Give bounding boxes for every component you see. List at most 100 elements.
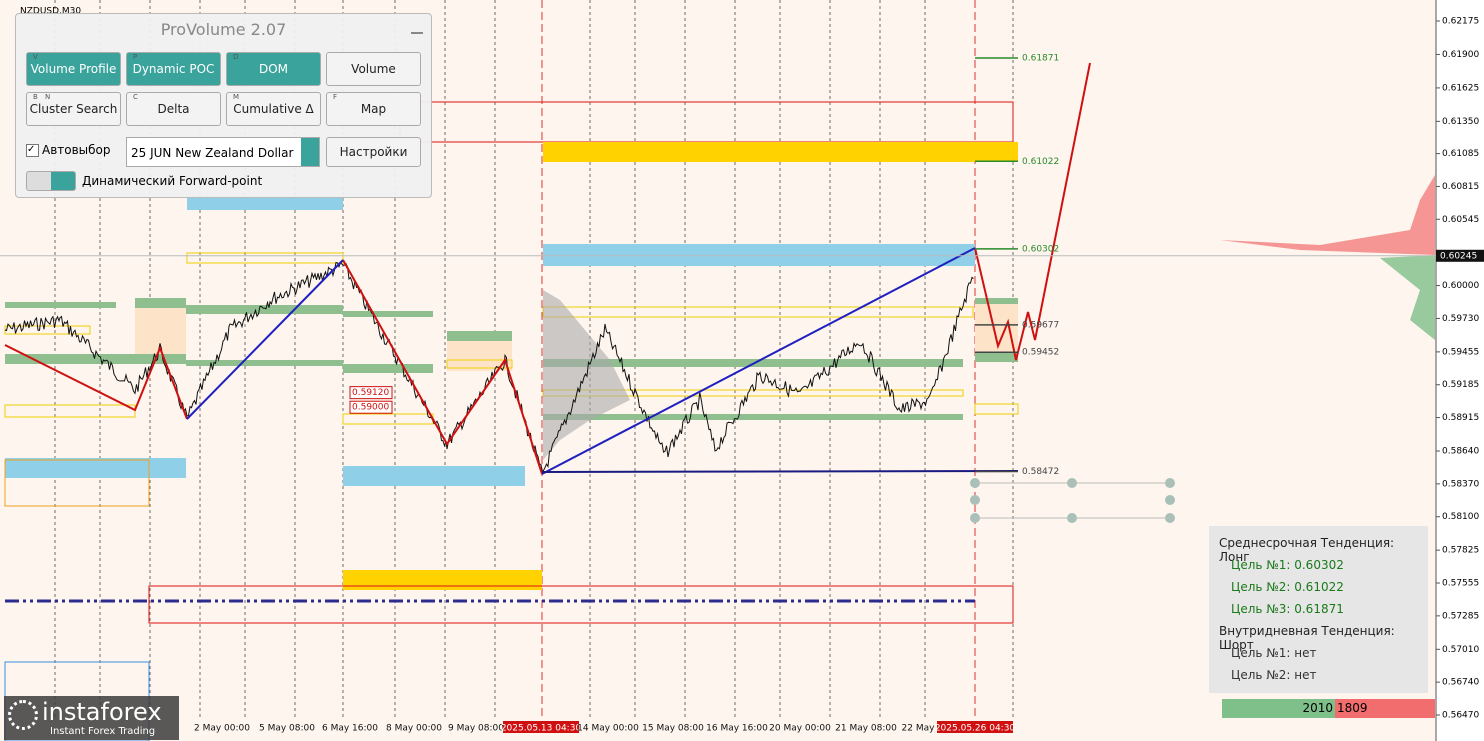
price-tick: 0.57825: [1442, 546, 1479, 556]
volume-level: [186, 305, 343, 314]
time-label: 20 May 00:00: [769, 724, 831, 734]
volume-level: [975, 298, 1018, 304]
target: Цель №1: 0.60302: [1231, 558, 1344, 572]
auto-check[interactable]: ✓: [26, 144, 39, 157]
zone: [543, 142, 1018, 162]
panel-button[interactable]: Delta C: [126, 92, 221, 126]
volume-level: [543, 414, 963, 420]
price-tick: 0.58640: [1442, 447, 1479, 457]
zigzag: [974, 62, 1091, 361]
node: [1165, 495, 1175, 505]
instrument: 25 JUN New Zealand Dollar: [131, 146, 294, 160]
volume-level: [447, 331, 512, 341]
time-label: 6 May 16:00: [322, 724, 378, 734]
panel-title: ProVolume 2.07: [160, 20, 287, 39]
price-tick: 0.57285: [1442, 611, 1479, 621]
time-label: 2 May 00:00: [194, 724, 250, 734]
target: Цель №2: 0.61022: [1231, 580, 1344, 594]
zone: [5, 458, 186, 478]
volume-level: [5, 302, 116, 308]
level-box: [186, 252, 344, 264]
level-label: 0.61871: [1022, 53, 1059, 63]
time-label: 2025.05.26 04:30: [935, 724, 1016, 734]
price-tick: 0.58915: [1442, 413, 1479, 423]
intraday-trend: Внутридневная Тенденция: Шорт: [1219, 624, 1395, 652]
target: Цель №1: нет: [1231, 646, 1317, 660]
level-box: [446, 359, 513, 369]
current-price-bg: [1436, 249, 1484, 262]
price-tick: 0.59185: [1442, 380, 1479, 390]
button-key: M: [233, 93, 240, 101]
button-key: P: [133, 53, 138, 61]
price-tick: 0.56470: [1442, 711, 1479, 721]
level-label: 0.59452: [1022, 348, 1059, 358]
button-key: C: [133, 93, 138, 101]
volume-level: [186, 360, 343, 366]
panel-button[interactable]: Volume: [326, 52, 421, 86]
button-label: Volume: [351, 62, 396, 76]
zone: [447, 341, 512, 371]
time-label: 22 May: [902, 724, 936, 734]
zigzag: [186, 259, 344, 420]
toggle[interactable]: [26, 171, 76, 191]
zone: [187, 196, 343, 210]
zone: [975, 304, 1018, 352]
button-label: Cluster Search: [29, 102, 118, 116]
volume-level: [343, 364, 433, 373]
level-label: 0.59677: [1022, 320, 1059, 330]
buy: 2010: [1302, 701, 1333, 715]
price-tick: 0.61085: [1442, 149, 1479, 159]
settings: Настройки: [339, 145, 408, 159]
volume-level: [5, 354, 186, 364]
sell-bar: 1809: [1335, 699, 1435, 718]
buy-bar: 2010: [1222, 699, 1335, 718]
button-label: Cumulative Δ: [233, 102, 314, 116]
button-key: B: [33, 93, 38, 101]
minimize[interactable]: [411, 22, 423, 34]
box-label-bg: [349, 386, 393, 400]
zigzag: [541, 247, 976, 475]
panel-button[interactable]: Volume Profile V: [26, 52, 121, 86]
volume-level: [975, 352, 1018, 362]
zone: [4, 459, 150, 507]
button-label: Volume Profile: [30, 62, 117, 76]
price-tick: 0.62175: [1442, 17, 1479, 27]
panel-button[interactable]: DOM D: [226, 52, 321, 86]
time-marker-bg: [503, 721, 579, 733]
panel-button[interactable]: Dynamic POC P: [126, 52, 221, 86]
level-label: 0.58472: [1022, 467, 1059, 477]
button-label: Map: [360, 102, 387, 116]
auto-select: Автовыбор: [42, 143, 111, 157]
volume-level: [343, 311, 433, 317]
button-key: V: [33, 53, 38, 61]
price-tick: 0.60000: [1442, 281, 1479, 291]
volume-profile-buy: [1380, 255, 1435, 340]
time-label: 15 May 08:00: [642, 724, 704, 734]
time-marker-bg: [937, 721, 1013, 733]
info-box: Среднесрочная Тенденция: Лонг Внутриднев…: [1209, 526, 1428, 693]
box-label: 0.59120: [352, 388, 389, 398]
zone: [148, 585, 1014, 624]
price-tick: 0.61900: [1442, 50, 1479, 60]
button-label: DOM: [258, 62, 289, 76]
zone: [343, 570, 542, 590]
settings-button[interactable]: Настройки: [326, 137, 421, 167]
button-label: Delta: [157, 102, 190, 116]
price-tick: 0.57555: [1442, 579, 1479, 589]
panel-button[interactable]: Map F: [326, 92, 421, 126]
level-label: 0.60302: [1022, 244, 1059, 254]
panel-button[interactable]: Cluster Search B N: [26, 92, 121, 126]
level-box: [974, 403, 1019, 415]
support: [541, 470, 1019, 473]
time-label: 5 May 08:00: [259, 724, 315, 734]
zigzag: [342, 259, 543, 475]
button-label: Dynamic POC: [132, 62, 215, 76]
logo: instaforex Instant Forex Trading: [4, 696, 179, 740]
price-tick: 0.59455: [1442, 347, 1479, 357]
price-tick: 0.60545: [1442, 215, 1479, 225]
time-label: 16 May 16:00: [706, 724, 768, 734]
time-label: 14 May 00:00: [577, 724, 639, 734]
instrument-select[interactable]: 25 JUN New Zealand Dollar: [126, 137, 320, 167]
